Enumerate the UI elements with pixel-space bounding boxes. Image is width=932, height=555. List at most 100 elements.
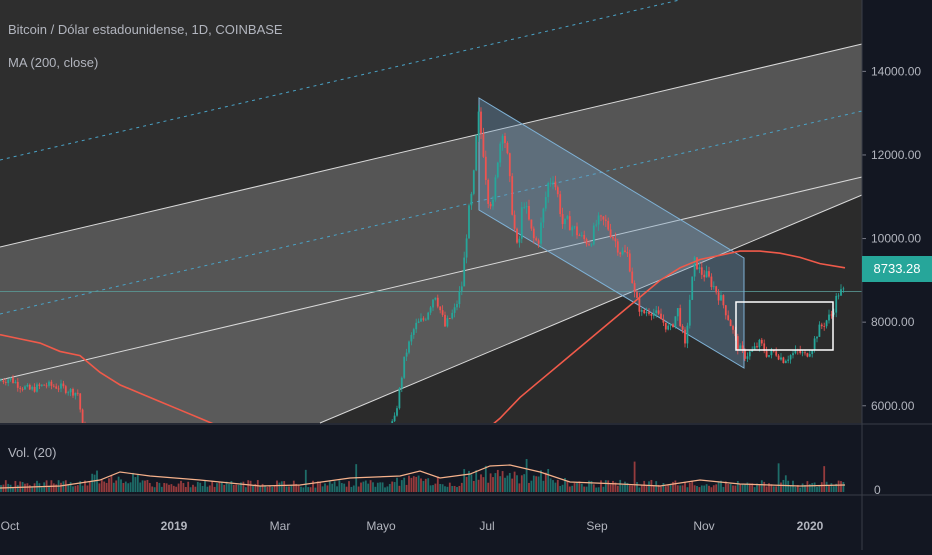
volume-bar — [79, 481, 82, 492]
volume-bar — [681, 485, 684, 492]
candle-body — [439, 306, 442, 311]
volume-bar — [448, 482, 451, 492]
volume-bar — [506, 475, 509, 492]
volume-bar — [168, 484, 170, 492]
volume-bar — [446, 486, 449, 492]
volume-bar — [729, 483, 732, 492]
y-tick-label: 8000.00 — [871, 315, 915, 329]
candle-body — [434, 297, 437, 300]
volume-bar — [739, 483, 742, 492]
candle-body — [568, 216, 571, 231]
volume-bar — [547, 469, 550, 492]
volume-bar — [127, 483, 130, 492]
channel-dashed-line-mid — [0, 110, 863, 315]
volume-bar — [602, 486, 605, 492]
candle-body — [468, 205, 470, 239]
candle-body — [67, 392, 70, 394]
volume-bar — [427, 478, 430, 492]
volume-bar — [590, 481, 593, 492]
candle-body — [794, 349, 797, 354]
volume-bar — [91, 473, 94, 492]
candle-body — [52, 385, 55, 387]
volume-bar — [576, 482, 578, 492]
volume-bar — [165, 483, 168, 492]
candle-body — [499, 143, 502, 163]
candle-body — [643, 309, 646, 314]
candle-body — [446, 318, 449, 327]
candle-body — [652, 313, 655, 316]
volume-bar — [612, 480, 614, 492]
volume-bar — [573, 483, 576, 492]
volume-bar — [247, 480, 250, 492]
candle-body — [422, 318, 425, 320]
volume-bar — [492, 477, 494, 492]
volume-bar — [580, 483, 583, 492]
volume-bar — [667, 485, 670, 492]
volume-bar — [518, 483, 521, 492]
candle-body — [549, 182, 552, 184]
candle-body — [640, 309, 643, 312]
candle-body — [590, 244, 593, 246]
volume-bar — [223, 484, 226, 492]
volume-bar — [259, 486, 262, 492]
volume-bar — [643, 480, 646, 492]
candle-body — [763, 343, 766, 351]
candle-body — [415, 322, 418, 330]
volume-bar — [218, 482, 221, 492]
candle-body — [696, 257, 698, 270]
candle-body — [504, 135, 506, 143]
volume-bar — [712, 485, 715, 492]
volume-bar — [60, 482, 62, 492]
volume-bar — [624, 481, 626, 492]
volume-bar — [388, 483, 391, 492]
candle-body — [715, 286, 718, 293]
volume-bar — [727, 484, 730, 492]
candle-body — [81, 409, 84, 423]
volume-bar — [465, 476, 468, 492]
volume-bar — [696, 485, 698, 492]
candle-body — [830, 314, 833, 316]
candle-body — [408, 341, 410, 353]
volume-bar — [302, 487, 305, 492]
candle-body — [748, 351, 751, 357]
volume-bar — [777, 463, 780, 492]
volume-bar — [441, 484, 444, 492]
volume-bar — [700, 485, 703, 492]
volume-bar — [120, 479, 122, 492]
candle-body — [645, 312, 648, 314]
candle-body — [823, 326, 826, 327]
volume-bar — [141, 480, 144, 492]
candle-body — [717, 292, 720, 301]
volume-bar — [633, 461, 636, 492]
candle-body — [672, 324, 674, 327]
volume-bar — [88, 481, 91, 492]
volume-bar — [288, 486, 290, 492]
volume-bar — [763, 481, 766, 492]
volume-bar — [806, 481, 809, 492]
volume-bar — [460, 482, 463, 492]
volume-bar — [216, 483, 218, 492]
candle-body — [501, 135, 504, 144]
candle-body — [480, 111, 482, 134]
volume-legend: Vol. (20) — [8, 445, 57, 460]
volume-bar — [403, 477, 406, 492]
volume-bar — [537, 476, 540, 492]
candle-body — [648, 312, 650, 314]
volume-bar — [657, 484, 660, 492]
volume-bar — [513, 471, 516, 492]
candle-body — [396, 408, 398, 416]
volume-bar — [835, 483, 838, 492]
volume-bar — [372, 482, 374, 492]
candle-body — [777, 355, 780, 360]
volume-bar — [645, 485, 648, 492]
volume-bar — [808, 484, 811, 492]
volume-bar — [160, 486, 163, 492]
volume-bar — [139, 482, 142, 492]
volume-bar — [840, 481, 842, 492]
volume-bar — [724, 481, 727, 492]
volume-bar — [664, 486, 667, 492]
volume-bar — [679, 485, 682, 492]
volume-bar — [19, 481, 22, 492]
candle-body — [732, 326, 734, 330]
candle-body — [612, 236, 614, 239]
